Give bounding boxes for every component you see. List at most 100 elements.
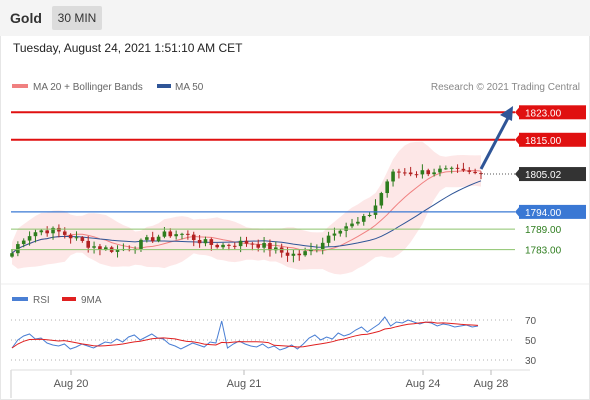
candle-body [115, 249, 120, 252]
header-bar: Gold 30 MIN [0, 0, 590, 36]
candle-body [291, 253, 296, 256]
candle-body [268, 243, 272, 251]
candle-body [21, 240, 26, 245]
x-tick-label: Aug 28 [474, 378, 509, 390]
candle-body [379, 193, 384, 206]
candle-body [432, 172, 436, 175]
candle-body [92, 246, 96, 248]
symbol-name: Gold [10, 10, 42, 26]
candle-body [174, 234, 178, 237]
candle-body [449, 167, 454, 169]
candle-body [33, 232, 38, 237]
candle-body [10, 253, 14, 257]
candle-body [402, 172, 407, 174]
candle-body [455, 167, 460, 169]
ma50-legend-label: MA 50 [175, 82, 204, 93]
candle-body [244, 240, 249, 244]
candle-body [367, 214, 372, 217]
candle-body [39, 230, 44, 233]
candle-body [385, 181, 389, 194]
forecast-arrow-shaft [479, 117, 510, 170]
x-tick-label: Aug 20 [54, 378, 89, 390]
candle-body [338, 230, 343, 234]
pivot-tag [519, 204, 586, 219]
x-axis: Aug 20 Aug 21 Aug 24 Aug 28 [54, 370, 509, 390]
x-tick-label: Aug 21 [227, 378, 262, 390]
candle-body [262, 243, 266, 248]
candle-body [215, 244, 219, 248]
candle-body [139, 239, 143, 249]
pivot-value: 1794.00 [525, 208, 562, 219]
candle-body [444, 168, 448, 170]
candle-body [86, 240, 91, 248]
candle-body [186, 233, 190, 235]
candle-body [332, 233, 337, 236]
candle-body [156, 236, 161, 242]
bollinger-band-fill [12, 141, 481, 275]
rsi-legend-swatch [12, 297, 28, 301]
candle-body [227, 244, 231, 246]
candle-body [373, 205, 378, 215]
candle-body [397, 171, 401, 173]
rsi-ma-legend-label: 9MA [81, 295, 102, 306]
rsi-tick-label: 50 [525, 336, 537, 347]
candle-body [80, 237, 85, 241]
price-levels: 1823.00 1815.00 1805.02 1794.00 1789.00 1783.… [11, 105, 586, 257]
support-value: 1789.00 [525, 225, 562, 236]
current-price-tag [519, 167, 586, 182]
candle-body [309, 249, 313, 252]
chart-timestamp: Tuesday, August 24, 2021 1:51:10 AM CET [13, 41, 243, 55]
candle-body [420, 170, 425, 175]
candle-body [320, 242, 325, 249]
rsi-panel: 70 50 30 [11, 316, 537, 367]
ma50-legend-swatch [157, 84, 171, 88]
candle-body [414, 174, 419, 176]
candle-body [51, 227, 55, 234]
interval-selector[interactable]: 30 MIN [52, 6, 102, 30]
candle-body [150, 237, 155, 242]
candle-body [361, 216, 366, 222]
candle-body [68, 234, 73, 239]
candle-body [45, 230, 49, 234]
research-credit: Research © 2021 Trading Central [431, 82, 580, 93]
candlesticks [10, 162, 483, 263]
candle-body [203, 239, 208, 244]
candle-body [27, 236, 32, 241]
candle-body [438, 168, 442, 173]
rsi-ma-line [11, 321, 479, 349]
candle-body [238, 240, 243, 247]
candle-body [350, 223, 354, 227]
candle-body [209, 239, 214, 245]
candle-body [57, 227, 61, 232]
resistance-value: 1815.00 [525, 136, 562, 147]
resistance-tag [519, 132, 586, 147]
rsi-tick-label: 30 [525, 356, 537, 367]
candle-body [62, 231, 67, 235]
candle-body [473, 171, 477, 174]
bollinger-bands [12, 141, 481, 275]
candle-body [467, 170, 472, 172]
candle-body [232, 245, 237, 247]
rsi-line [11, 316, 479, 351]
ma20-legend-swatch [12, 84, 28, 88]
support-value: 1783.00 [525, 246, 562, 257]
rsi-tick-label: 70 [525, 316, 537, 327]
candle-body [303, 251, 307, 256]
rsi-ma-legend-swatch [62, 297, 76, 301]
candle-body [256, 244, 261, 248]
candle-body [391, 171, 395, 182]
candle-body [162, 231, 167, 237]
resistance-tag [519, 105, 586, 120]
resistance-value: 1823.00 [525, 108, 562, 119]
x-tick-label: Aug 24 [406, 378, 441, 390]
candle-body [297, 253, 302, 256]
candle-body [197, 239, 202, 244]
candle-body [250, 243, 255, 245]
candle-body [326, 235, 331, 243]
candle-body [408, 172, 413, 175]
candle-body [98, 246, 102, 250]
candle-body [356, 221, 360, 224]
candle-body [426, 170, 431, 175]
candle-body [145, 237, 149, 240]
